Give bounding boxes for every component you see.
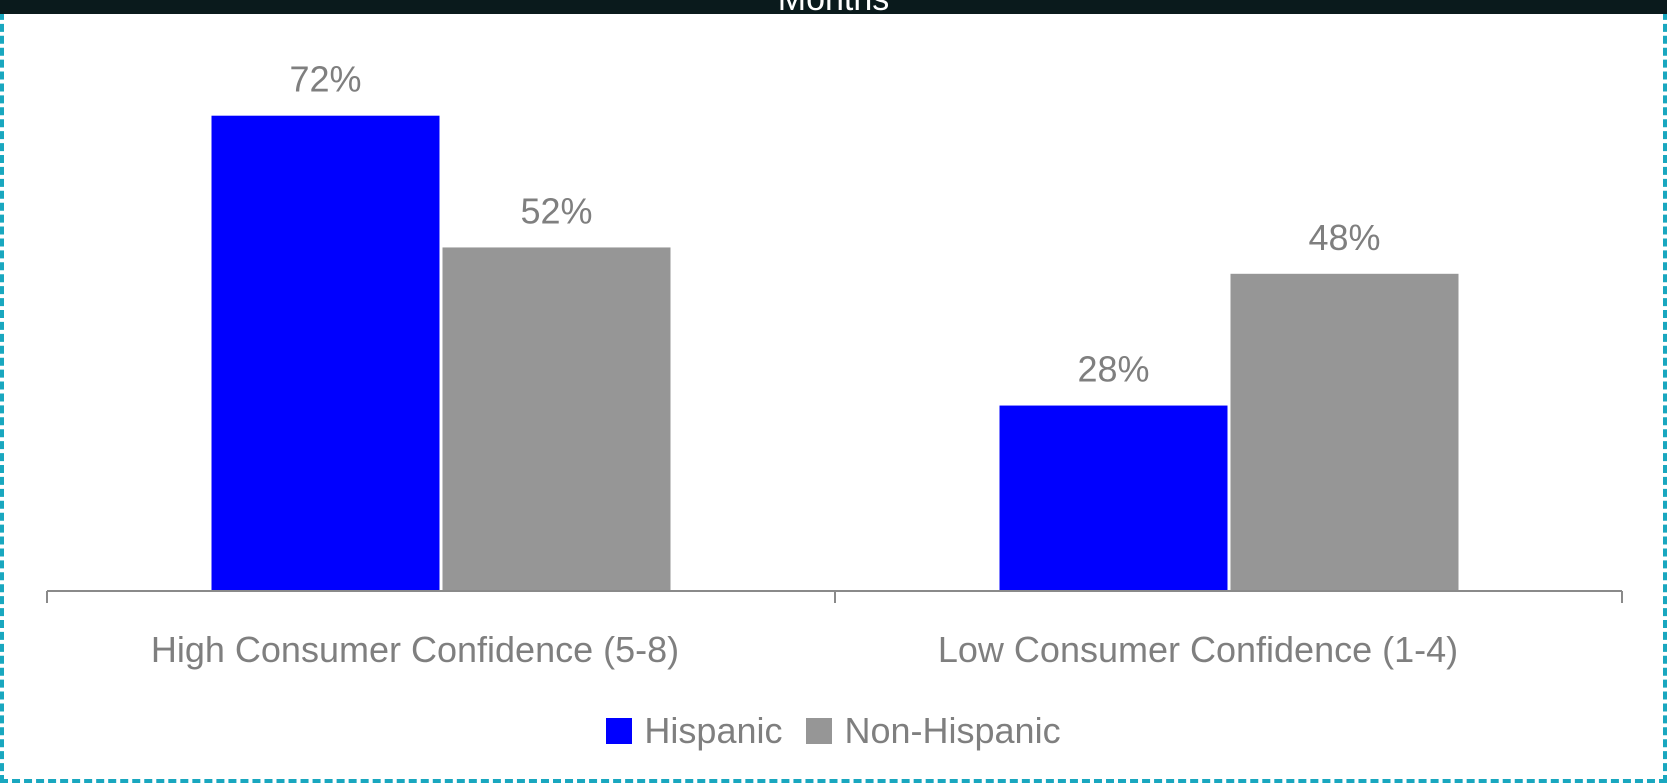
category-label: High Consumer Confidence (5-8) bbox=[151, 629, 679, 670]
legend-swatch-hispanic bbox=[606, 718, 633, 744]
legend-swatch-non-hispanic bbox=[806, 718, 833, 744]
bar-non-hispanic-0 bbox=[442, 247, 671, 590]
legend-item-hispanic: Hispanic bbox=[606, 710, 782, 752]
bar-value-label: 48% bbox=[1308, 217, 1380, 258]
value-labels-group: 72% 52% 28% 48% bbox=[289, 59, 1380, 390]
bar-value-label: 28% bbox=[1077, 349, 1149, 390]
chart-title-strip: Months bbox=[0, 0, 1667, 14]
legend-label: Hispanic bbox=[644, 710, 783, 751]
bar-value-label: 52% bbox=[520, 190, 592, 231]
bar-value-label: 72% bbox=[289, 59, 361, 100]
bar-hispanic-0 bbox=[211, 115, 440, 590]
legend: Hispanic Non-Hispanic bbox=[0, 710, 1667, 752]
chart-title: Months bbox=[0, 0, 1667, 14]
bar-hispanic-1 bbox=[999, 405, 1228, 590]
legend-label: Non-Hispanic bbox=[844, 710, 1061, 751]
category-label: Low Consumer Confidence (1-4) bbox=[938, 629, 1458, 670]
bar-non-hispanic-1 bbox=[1230, 273, 1459, 590]
bars-group bbox=[211, 115, 1459, 590]
legend-item-non-hispanic: Non-Hispanic bbox=[806, 710, 1061, 752]
